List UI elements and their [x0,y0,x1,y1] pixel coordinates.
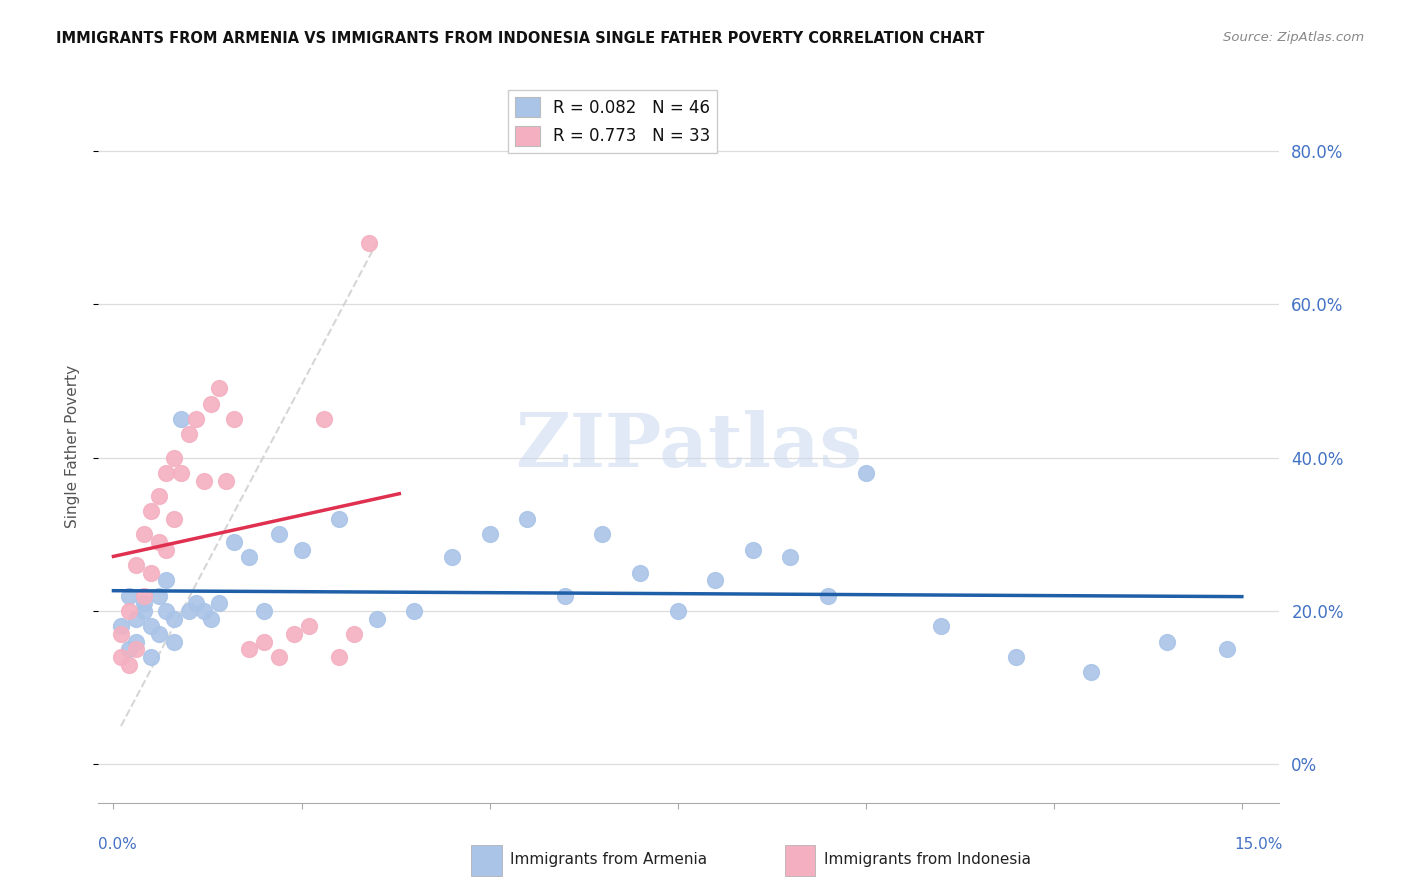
Point [440,550,463,565]
Point [628,566,651,580]
Text: 0.0%: 0.0% [98,837,138,852]
Point [267,650,290,665]
Point [741,542,763,557]
Point [1216,642,1239,657]
Point [110,619,132,633]
Point [238,550,260,565]
Point [132,527,155,541]
Point [343,627,366,641]
Point [855,466,877,480]
Point [186,596,208,610]
Point [155,542,177,557]
Point [283,627,305,641]
Point [298,619,321,633]
Point [132,604,155,618]
Point [554,589,576,603]
Point [200,397,222,411]
Point [1156,634,1178,648]
Point [117,657,139,672]
Point [591,527,613,541]
Point [704,574,727,588]
Point [290,542,312,557]
Point [208,381,231,395]
Point [193,604,215,618]
Point [155,466,177,480]
Point [328,650,350,665]
Point [328,512,350,526]
Point [132,596,155,610]
Point [314,412,336,426]
Point [148,489,170,503]
Point [516,512,538,526]
Point [170,466,193,480]
Point [148,535,170,549]
Point [222,412,245,426]
Point [177,427,200,442]
Point [139,650,162,665]
Point [163,612,186,626]
Point [366,612,388,626]
Text: ZIPatlas: ZIPatlas [516,409,862,483]
Point [404,604,426,618]
Point [155,604,177,618]
Point [163,450,186,465]
Point [666,604,689,618]
Point [779,550,801,565]
Text: Immigrants from Indonesia: Immigrants from Indonesia [824,852,1031,867]
Point [163,512,186,526]
Point [215,474,238,488]
Point [478,527,501,541]
Point [200,612,222,626]
Point [238,642,260,657]
Text: Immigrants from Armenia: Immigrants from Armenia [510,852,707,867]
Point [177,604,200,618]
FancyBboxPatch shape [471,846,502,876]
Point [132,589,155,603]
Point [110,627,132,641]
Text: 15.0%: 15.0% [1234,837,1282,852]
Point [139,504,162,518]
Point [1005,650,1028,665]
Text: Source: ZipAtlas.com: Source: ZipAtlas.com [1223,31,1364,45]
Point [193,474,215,488]
Point [125,634,148,648]
Point [139,619,162,633]
Point [208,596,231,610]
Point [148,627,170,641]
Point [117,642,139,657]
Text: IMMIGRANTS FROM ARMENIA VS IMMIGRANTS FROM INDONESIA SINGLE FATHER POVERTY CORRE: IMMIGRANTS FROM ARMENIA VS IMMIGRANTS FR… [56,31,984,46]
Point [155,574,177,588]
Point [186,412,208,426]
Point [359,235,381,250]
Legend: R = 0.082   N = 46, R = 0.773   N = 33: R = 0.082 N = 46, R = 0.773 N = 33 [509,90,717,153]
Point [817,589,839,603]
Point [253,604,276,618]
Point [929,619,952,633]
Point [125,612,148,626]
Point [110,650,132,665]
Point [170,412,193,426]
Point [117,589,139,603]
Point [253,634,276,648]
Point [139,566,162,580]
FancyBboxPatch shape [785,846,815,876]
Point [148,589,170,603]
Point [222,535,245,549]
Point [163,634,186,648]
Point [125,558,148,572]
Point [1080,665,1102,680]
Y-axis label: Single Father Poverty: Single Father Poverty [65,365,80,527]
Point [117,604,139,618]
Point [125,642,148,657]
Point [267,527,290,541]
